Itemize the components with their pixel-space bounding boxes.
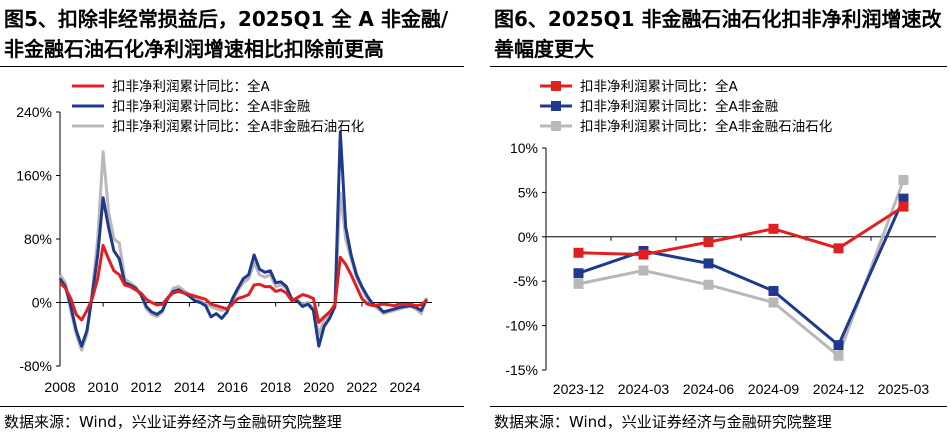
chart-title-left-line2: 非金融石油石化净利润增速相比扣除前更高 (4, 37, 384, 61)
chart-title-right-line2: 善幅度更大 (494, 37, 594, 61)
y-tick-label: 160% (16, 168, 52, 184)
chart-title-right: 图6、2025Q1 非金融石油石化扣非净利润增速改 善幅度更大 (494, 4, 941, 64)
x-tick-label: 2016 (217, 379, 248, 395)
title-rule-right (490, 66, 947, 67)
series-line-1 (58, 130, 428, 348)
x-tick-label: 2020 (303, 379, 334, 395)
legend-marker-2 (551, 121, 561, 131)
legend-label-0: 扣非净利润累计同比：全A (580, 78, 738, 95)
x-tick-label: 2023-12 (553, 381, 605, 397)
x-tick-label: 2012 (131, 379, 162, 395)
legend-label-1: 扣非净利润累计同比：全A非金融 (580, 98, 779, 115)
source-note-left: 数据来源：Wind，兴业证券经济与金融研究院整理 (4, 413, 342, 431)
series-line-0 (578, 205, 905, 257)
series-marker-1 (898, 193, 909, 204)
y-tick-label: 80% (24, 231, 52, 247)
line-chart-right: -15% -10% -5% 0% 5% 10% 2023-12 2024-03 2024-06 2… (505, 78, 936, 397)
x-tick-label: 2024-09 (748, 381, 800, 397)
series-marker-2 (638, 265, 649, 276)
line-chart-left: -80% 0% 80% 160% 240% 2008 2010 2012 2014 2016 201… (16, 78, 432, 395)
y-tick-label: -15% (505, 362, 538, 378)
series-marker-2 (573, 278, 584, 289)
x-tick-label: 2014 (174, 379, 205, 395)
y-tick-label: -80% (19, 358, 52, 374)
series-marker-0 (898, 201, 909, 212)
source-rule-left (0, 406, 464, 407)
series-marker-1 (768, 285, 779, 296)
legend-marker-0 (551, 81, 561, 91)
y-tick-label: -5% (513, 273, 538, 289)
series-marker-2 (768, 297, 779, 308)
x-tick-label: 2025-03 (878, 381, 930, 397)
legend-marker-1 (551, 101, 561, 111)
series-marker-1 (573, 268, 584, 279)
y-tick-label: 5% (518, 184, 538, 200)
series-marker-0 (703, 237, 714, 248)
series-marker-2 (898, 174, 909, 185)
chart-panel-right: 图6、2025Q1 非金融石油石化扣非净利润增速改 善幅度更大 -15% -10%… (490, 0, 951, 438)
x-tick-label: 2024-06 (683, 381, 735, 397)
x-tick-label: 2010 (88, 379, 119, 395)
series-line-2 (578, 179, 905, 358)
series-marker-0 (638, 249, 649, 260)
series-marker-2 (703, 279, 714, 290)
chart-title-right-line1: 图6、2025Q1 非金融石油石化扣非净利润增速改 (494, 7, 942, 31)
y-tick-label: 240% (16, 104, 52, 120)
chart-title-left-line1: 图5、扣除非经常损益后，2025Q1 全 A 非金融/ (4, 7, 449, 31)
x-tick-label: 2024 (389, 379, 420, 395)
x-tick-label: 2024-12 (813, 381, 865, 397)
legend-label-2: 扣非净利润累计同比：全A非金融石油石化 (112, 118, 364, 135)
series-marker-0 (833, 243, 844, 254)
x-tick-label: 2008 (44, 379, 75, 395)
series-marker-0 (768, 223, 779, 234)
legend-label-0: 扣非净利润累计同比：全A (112, 78, 270, 95)
x-tick-label: 2022 (346, 379, 377, 395)
series-line-1 (578, 197, 905, 347)
source-rule-right (490, 406, 947, 407)
chart-title-left: 图5、扣除非经常损益后，2025Q1 全 A 非金融/ 非金融石油石化净利润增速… (4, 4, 448, 64)
series-line-0 (58, 243, 428, 324)
title-rule-left (0, 66, 464, 67)
y-tick-label: 10% (510, 140, 538, 156)
y-tick-label: -10% (505, 318, 538, 334)
x-tick-label: 2018 (260, 379, 291, 395)
series-marker-0 (573, 247, 584, 258)
y-tick-label: 0% (518, 229, 538, 245)
chart-panel-left: 图5、扣除非经常损益后，2025Q1 全 A 非金融/ 非金融石油石化净利润增速… (0, 0, 468, 438)
series-marker-1 (833, 340, 844, 351)
source-note-right: 数据来源：Wind，兴业证券经济与金融研究院整理 (494, 413, 832, 431)
y-tick-label: 0% (32, 295, 52, 311)
x-tick-label: 2024-03 (618, 381, 670, 397)
legend-label-1: 扣非净利润累计同比：全A非金融 (112, 98, 311, 115)
series-marker-2 (833, 350, 844, 361)
legend-label-2: 扣非净利润累计同比：全A非金融石油石化 (580, 118, 832, 135)
series-marker-1 (703, 258, 714, 269)
